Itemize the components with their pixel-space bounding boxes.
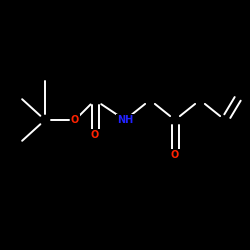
Text: O: O [71, 115, 79, 125]
Text: NH: NH [117, 115, 133, 125]
Text: O: O [171, 150, 179, 160]
Text: O: O [91, 130, 99, 140]
